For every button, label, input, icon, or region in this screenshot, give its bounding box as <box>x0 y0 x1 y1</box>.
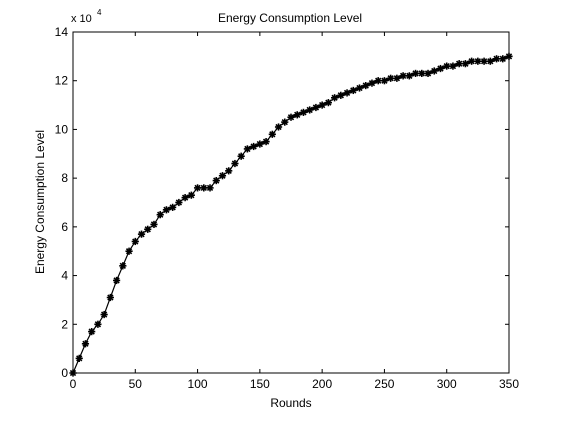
chart-title: Energy Consumption Level <box>218 11 362 25</box>
x-tick-label: 300 <box>437 377 457 391</box>
data-point-marker <box>418 69 426 78</box>
data-point-marker <box>380 77 389 85</box>
data-point-marker <box>100 310 108 319</box>
data-point-marker <box>75 354 83 362</box>
x-axis-ticks: 0 50 100 150 200 250 300 350 <box>70 32 519 391</box>
data-point-marker <box>106 293 114 302</box>
data-point-marker <box>231 159 239 168</box>
data-point-marker <box>81 340 90 348</box>
y-tick-label: 0 <box>61 366 68 380</box>
data-point-marker <box>331 94 339 102</box>
data-point-marker <box>318 101 326 109</box>
data-point-marker <box>436 64 445 73</box>
data-point-marker <box>312 103 320 112</box>
data-point-marker <box>405 72 413 80</box>
data-point-marker <box>237 152 245 160</box>
data-point-marker <box>206 184 214 192</box>
data-point-marker <box>399 72 407 80</box>
data-point-marker <box>281 118 289 126</box>
data-point-marker <box>424 69 432 78</box>
data-point-marker <box>324 99 332 107</box>
series-layer <box>69 52 513 377</box>
data-point-marker <box>343 89 351 97</box>
data-point-marker <box>69 369 77 377</box>
x-tick-label: 0 <box>70 377 77 391</box>
data-point-marker <box>362 81 370 90</box>
x-tick-label: 150 <box>250 377 270 391</box>
data-point-marker <box>94 320 102 328</box>
data-point-marker <box>119 262 127 270</box>
data-point-marker <box>150 220 158 229</box>
y-axis-label: Energy Consumption Level <box>33 130 47 274</box>
data-point-marker <box>274 123 283 131</box>
y-tick-label: 8 <box>61 171 68 185</box>
data-point-marker <box>113 276 121 285</box>
x-tick-label: 250 <box>374 377 394 391</box>
data-point-marker <box>225 167 233 175</box>
data-point-marker <box>268 130 276 138</box>
y-tick-label: 6 <box>61 220 68 234</box>
data-point-marker <box>499 55 507 63</box>
data-point-marker <box>492 55 501 63</box>
data-point-marker <box>474 57 482 65</box>
y-tick-label: 10 <box>55 122 69 136</box>
data-point-marker <box>243 145 251 153</box>
x-tick-label: 200 <box>312 377 332 391</box>
data-point-marker <box>218 172 227 180</box>
data-point-marker <box>449 62 457 70</box>
data-point-marker <box>337 91 345 99</box>
data-point-marker <box>443 62 451 70</box>
data-point-marker <box>486 57 494 65</box>
data-point-marker <box>306 106 314 114</box>
data-point-marker <box>169 203 177 211</box>
data-point-marker <box>250 142 258 151</box>
x-tick-label: 350 <box>499 377 519 391</box>
data-point-marker <box>262 138 270 146</box>
data-point-marker <box>411 69 420 78</box>
x-tick-label: 100 <box>188 377 208 391</box>
data-point-marker <box>293 111 301 119</box>
data-point-marker <box>144 225 152 233</box>
data-point-marker <box>256 140 264 148</box>
data-point-marker <box>125 247 133 255</box>
data-point-marker <box>299 108 308 116</box>
data-point-marker <box>137 230 146 238</box>
data-point-marker <box>181 194 189 202</box>
data-point-marker <box>393 74 401 82</box>
data-point-marker <box>162 206 171 214</box>
x-tick-label: 50 <box>129 377 143 391</box>
data-point-marker <box>461 60 469 68</box>
data-point-marker <box>175 198 183 207</box>
data-point-marker <box>505 52 513 60</box>
data-point-marker <box>430 67 438 75</box>
y-tick-label: 12 <box>55 74 69 88</box>
plot-area <box>72 31 510 374</box>
x-axis-label: Rounds <box>270 396 311 410</box>
data-point-marker <box>131 237 139 246</box>
y-tick-label: 14 <box>55 25 69 39</box>
data-point-marker <box>355 84 364 92</box>
y-multiplier-base: x 10 <box>71 13 92 25</box>
data-point-marker <box>287 113 295 121</box>
y-axis-ticks: 0 2 4 6 8 10 12 14 <box>55 25 509 380</box>
data-point-marker <box>480 57 488 65</box>
data-point-marker <box>468 57 476 65</box>
data-point-marker <box>455 60 463 68</box>
data-point-marker <box>374 77 382 85</box>
data-point-marker <box>212 176 220 185</box>
y-tick-label: 2 <box>61 317 68 331</box>
y-multiplier-exponent: 4 <box>97 8 102 17</box>
data-point-marker <box>187 191 195 199</box>
data-point-marker <box>387 74 395 82</box>
data-point-marker <box>193 184 202 192</box>
y-tick-label: 4 <box>61 269 68 283</box>
data-point-marker <box>368 79 376 87</box>
data-point-marker <box>349 86 357 95</box>
data-point-marker <box>156 211 164 219</box>
data-point-marker <box>88 327 96 336</box>
data-point-marker <box>200 184 208 192</box>
